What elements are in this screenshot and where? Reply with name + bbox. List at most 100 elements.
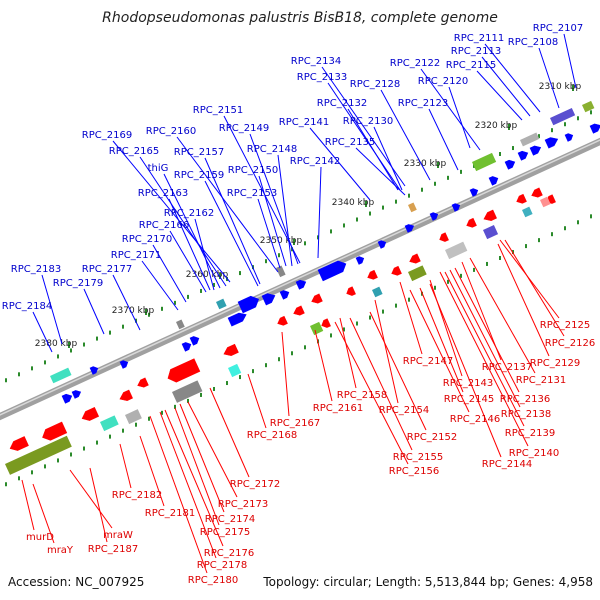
reverse-leader-line	[429, 283, 502, 458]
forward-block-olive-shape	[582, 100, 595, 113]
minor-tick-upper	[590, 110, 592, 115]
forward-gene-label: RPC_2123	[398, 98, 448, 109]
forward-gene-shape	[589, 123, 600, 134]
reverse-gene-label: RPC_2168	[247, 430, 297, 441]
reverse-gene	[293, 305, 305, 316]
forward-gene	[504, 159, 516, 170]
forward-leader-line	[380, 89, 431, 181]
forward-block-grey2	[276, 265, 286, 278]
forward-leader-line	[327, 82, 401, 191]
forward-gene	[451, 203, 461, 212]
minor-tick-upper	[135, 318, 137, 323]
minor-tick-upper	[5, 378, 7, 383]
reverse-leader-line	[159, 411, 217, 559]
forward-gene	[564, 133, 574, 142]
minor-tick-upper	[564, 122, 566, 127]
reverse-leader-line	[209, 387, 250, 478]
reverse-leader-line	[281, 331, 290, 417]
forward-gene-label: RPC_2183	[11, 264, 61, 275]
kbp-tick-mark	[145, 309, 147, 315]
minor-tick-lower	[304, 345, 306, 350]
forward-leader-line	[169, 230, 207, 293]
forward-gene-label: RPC_2171	[111, 250, 161, 261]
minor-tick-lower	[486, 261, 488, 266]
reverse-gene-label: RPC_2147	[403, 356, 453, 367]
reverse-leader-line	[504, 239, 565, 337]
forward-gene-label: RPC_2141	[279, 117, 329, 128]
forward-gene-shape	[488, 176, 499, 186]
reverse-gene	[119, 389, 133, 401]
forward-gene	[295, 279, 307, 290]
forward-block-grey-shape	[520, 132, 540, 147]
reverse-leader-line	[449, 269, 521, 408]
reverse-leader-line	[454, 267, 520, 393]
minor-tick-lower	[226, 381, 228, 386]
forward-gene-label: RPC_2159	[174, 170, 224, 181]
reverse-gene	[391, 265, 402, 276]
kbp-tick-label: 2360 kbp	[186, 270, 229, 280]
forward-gene-label: RPC_2163	[138, 188, 188, 199]
reverse-block-teal2-shape	[522, 206, 533, 218]
reverse-gene-shape	[119, 389, 133, 401]
minor-tick-lower	[109, 434, 111, 439]
minor-tick-lower	[447, 279, 449, 284]
forward-block-grey	[520, 132, 540, 147]
reverse-gene-label: RPC_2152	[407, 432, 457, 443]
forward-gene-labels: RPC_2107 RPC_2108 RPC_2111 RPC_2113 RPC_2115…	[2, 23, 583, 312]
reverse-gene	[223, 343, 239, 356]
reverse-block-olive	[5, 435, 72, 475]
forward-gene-shape	[89, 366, 99, 375]
forward-gene	[317, 260, 347, 282]
forward-leader-line	[277, 154, 293, 267]
kbp-tick-label: 2350 kbp	[260, 236, 303, 246]
reverse-block-grey2-shape	[172, 380, 203, 403]
reverse-gene-shape	[277, 315, 288, 326]
reverse-gene-shape	[531, 187, 543, 198]
minor-tick-upper	[200, 288, 202, 293]
reverse-leader-line	[369, 311, 427, 431]
forward-gene-shape	[119, 360, 129, 369]
minor-tick-upper	[356, 217, 358, 222]
minor-tick-upper	[18, 372, 20, 377]
forward-gene	[529, 145, 542, 156]
kbp-tick-mark	[508, 124, 510, 130]
forward-block-olive	[582, 100, 595, 113]
forward-block-purple	[550, 108, 576, 126]
forward-leader-line	[347, 108, 399, 191]
forward-gene-label: RPC_2157	[174, 147, 224, 158]
forward-gene-label: RPC_2169	[82, 130, 132, 141]
minor-tick-lower	[174, 404, 176, 409]
forward-gene-label: RPC_2160	[146, 126, 196, 137]
kbp-tick-label: 2380 kbp	[35, 339, 78, 349]
minor-tick-upper	[148, 312, 150, 317]
forward-gene-shape	[295, 279, 307, 290]
forward-leader-line	[223, 115, 301, 264]
minor-tick-upper	[161, 306, 163, 311]
forward-block-green-shape	[472, 152, 497, 172]
forward-gene-label: RPC_2133	[297, 72, 347, 83]
reverse-block-grey3-shape	[445, 241, 468, 260]
forward-leader-line	[317, 166, 322, 259]
reverse-gene-label: RPC_2161	[313, 403, 363, 414]
reverse-gene-shape	[516, 193, 527, 204]
reverse-leader-line	[164, 409, 224, 547]
reverse-leader-line	[469, 257, 536, 374]
gene-features	[5, 100, 600, 475]
reverse-block-teal	[372, 286, 383, 298]
forward-gene	[355, 256, 365, 265]
minor-tick-upper	[512, 146, 514, 151]
reverse-gene-shape	[137, 377, 149, 388]
reverse-block-green-shape	[310, 321, 324, 336]
forward-gene-label: RPC_2151	[193, 105, 243, 116]
minor-tick-lower	[343, 327, 345, 332]
reverse-block-pink-shape	[540, 196, 551, 208]
reverse-gene-shape	[311, 293, 323, 304]
reverse-gene	[466, 217, 477, 228]
forward-gene-shape	[451, 203, 461, 212]
reverse-gene-shape	[9, 436, 29, 451]
reverse-block-teal2	[522, 206, 533, 218]
minor-tick-upper	[213, 282, 215, 287]
forward-gene	[237, 295, 260, 314]
forward-gene-label: RPC_2149	[219, 123, 269, 134]
forward-leader-line	[141, 260, 179, 311]
